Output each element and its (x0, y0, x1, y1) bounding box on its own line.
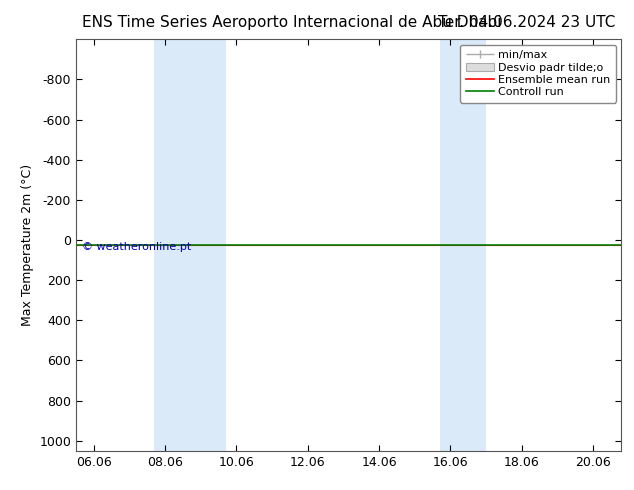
Bar (439, 39, 486, 451)
Y-axis label: Max Temperature 2m (°C): Max Temperature 2m (°C) (21, 164, 34, 326)
Text: Ter. 04.06.2024 23 UTC: Ter. 04.06.2024 23 UTC (437, 15, 615, 30)
Bar (155, 39, 226, 451)
Text: © weatheronline.pt: © weatheronline.pt (82, 242, 191, 252)
Text: ENS Time Series Aeroporto Internacional de Abu Dhabi: ENS Time Series Aeroporto Internacional … (82, 15, 502, 30)
Legend: min/max, Desvio padr tilde;o, Ensemble mean run, Controll run: min/max, Desvio padr tilde;o, Ensemble m… (460, 45, 616, 102)
